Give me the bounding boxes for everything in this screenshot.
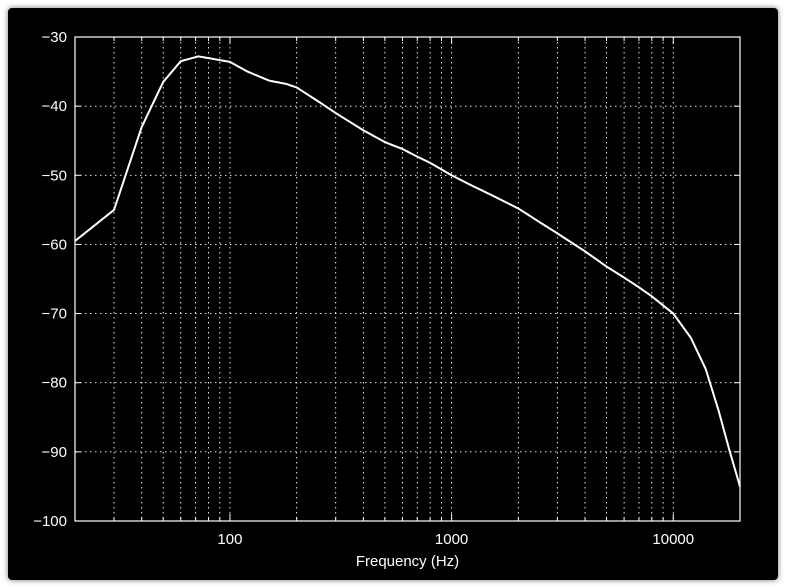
y-tick-label: −90: [42, 444, 67, 461]
x-tick-label: 1000: [435, 531, 468, 548]
y-tick-label: −80: [42, 375, 67, 392]
plot-area-border: [74, 36, 741, 522]
x-tick-label: 10000: [652, 531, 694, 548]
y-tick-label: −30: [42, 29, 67, 46]
axis-ticks: [74, 36, 741, 522]
y-tick-label: −50: [42, 167, 67, 184]
x-axis-label: Frequency (Hz): [356, 553, 459, 570]
y-tick-labels: −30 −40 −50 −60 −70 −80 −90 −100: [33, 29, 67, 530]
grid: [75, 37, 740, 521]
x-tick-labels: 100 1000 10000: [217, 531, 694, 548]
y-tick-label: −40: [42, 98, 67, 115]
y-tick-label: −60: [42, 236, 67, 253]
series-line: [74, 55, 741, 487]
y-tick-label: −70: [42, 306, 67, 323]
x-tick-label: 100: [217, 531, 242, 548]
y-tick-label: −100: [33, 513, 67, 530]
